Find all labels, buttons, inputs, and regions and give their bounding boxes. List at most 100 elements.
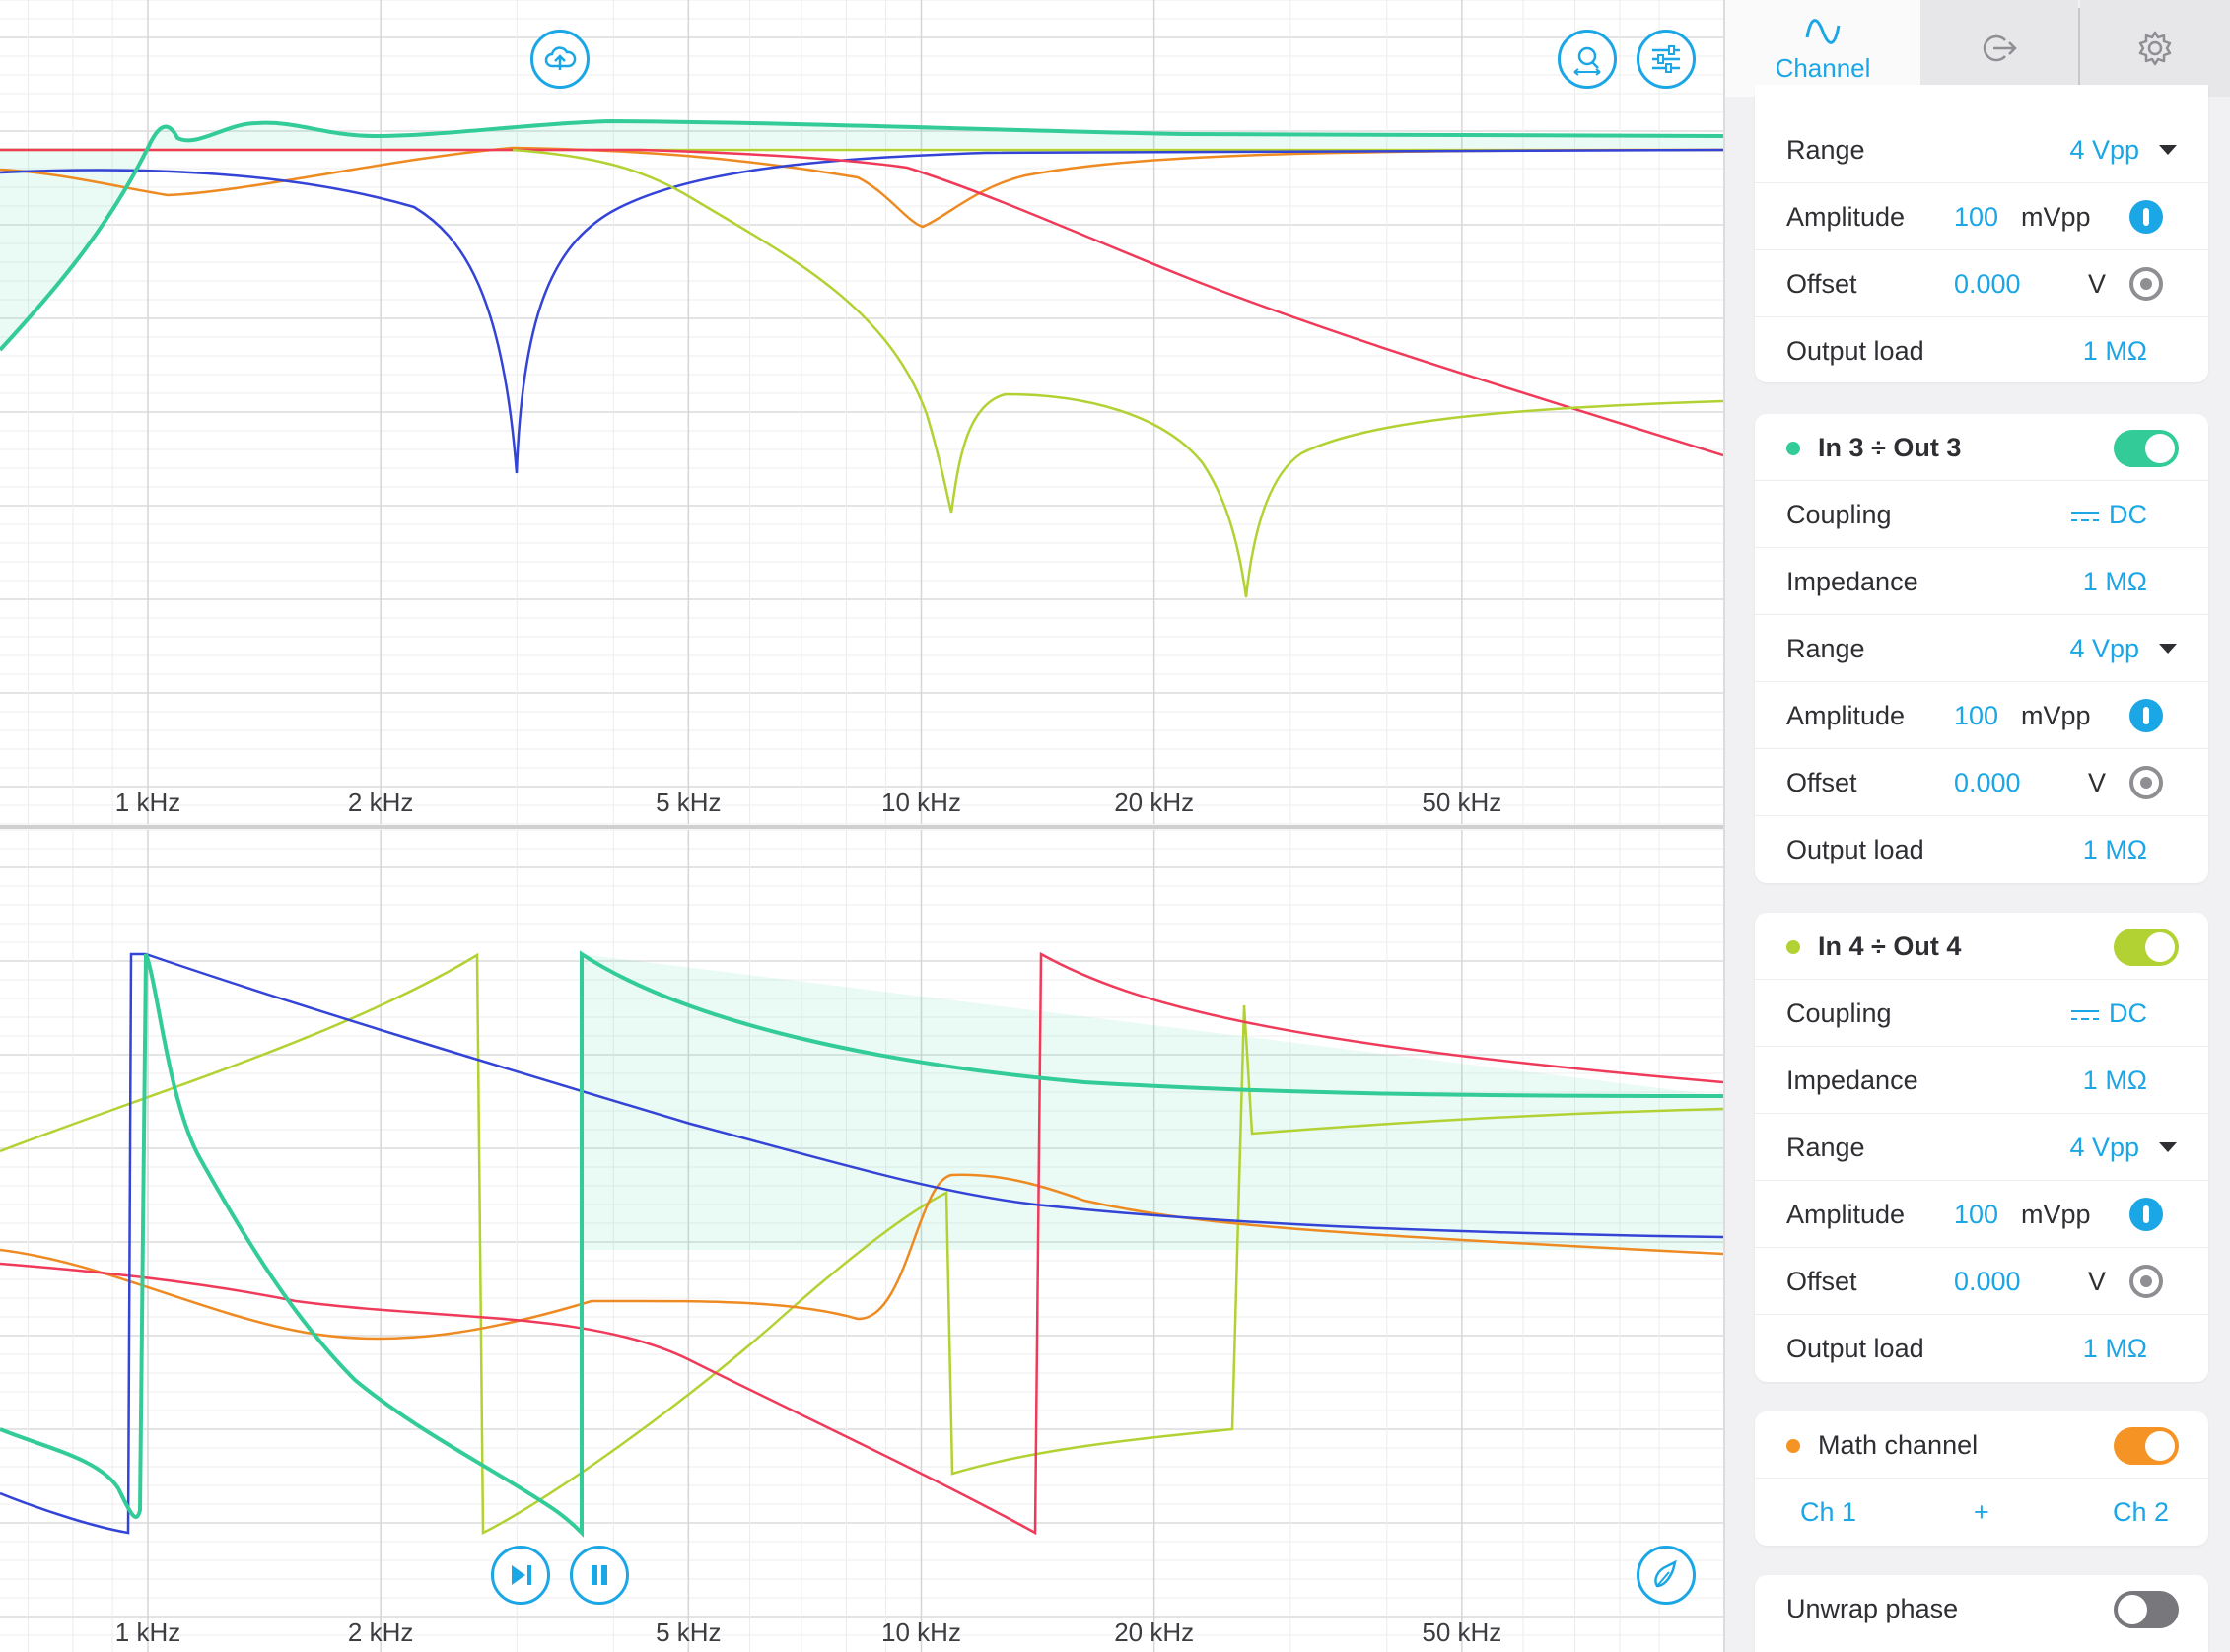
math-operand-2[interactable]: Ch 2 <box>2112 1497 2169 1527</box>
range-row[interactable]: Range 4 Vpp <box>1755 1114 2208 1181</box>
math-channel-toggle[interactable] <box>2114 1427 2179 1465</box>
amplitude-label: Amplitude <box>1786 202 1906 232</box>
range-row[interactable]: Range 4 Vpp <box>1755 615 2208 682</box>
offset-row: Offset 0.000 V <box>1755 1248 2208 1315</box>
amplitude-input[interactable]: 100 <box>1954 1200 1999 1229</box>
amplitude-knob-icon[interactable] <box>2129 200 2163 234</box>
offset-knob-icon[interactable] <box>2129 1265 2163 1298</box>
coupling-value[interactable]: DC <box>2109 500 2147 529</box>
range-value[interactable]: 4 Vpp <box>2069 634 2139 663</box>
range-label: Range <box>1786 1133 1865 1162</box>
channel-card-3: In 3 ÷ Out 3 Coupling DC Impedance 1 MΩ … <box>1755 414 2208 883</box>
tab-settings[interactable] <box>2080 0 2230 97</box>
upload-cloud-icon <box>544 46 577 70</box>
plot-canvas[interactable]: 1 kHz 2 kHz 5 kHz 10 kHz 20 kHz 50 kHz 1 kHz 2 … <box>0 0 1723 1652</box>
probe-button[interactable] <box>1637 1546 1696 1605</box>
sidebar-tabs: Channel <box>1725 0 2230 97</box>
coupling-row[interactable]: Coupling DC <box>1755 980 2208 1047</box>
math-channel-color-dot <box>1786 1439 1800 1453</box>
amplitude-label: Amplitude <box>1786 701 1906 730</box>
trace-channel3 <box>0 118 1723 352</box>
amplitude-unit: mVpp <box>2021 1200 2091 1229</box>
bottom-tick-label: 10 kHz <box>881 1618 961 1647</box>
bottom-tick-label: 1 kHz <box>115 1618 180 1647</box>
channel-4-color-dot <box>1786 940 1800 954</box>
trace-channel4 <box>512 148 1723 598</box>
bottom-tick-label: 2 kHz <box>348 1618 413 1647</box>
math-operator[interactable]: + <box>1974 1497 1989 1527</box>
amplitude-knob-icon[interactable] <box>2129 699 2163 732</box>
impedance-row[interactable]: Impedance 1 MΩ <box>1755 548 2208 615</box>
offset-row: Offset 0.000 V <box>1755 749 2208 816</box>
range-row[interactable]: Range 4 Vpp <box>1755 116 2208 183</box>
coupling-value[interactable]: DC <box>2109 998 2147 1028</box>
output-load-label: Output load <box>1786 835 1924 864</box>
math-channel-header: Math channel <box>1755 1411 2208 1479</box>
offset-knob-icon[interactable] <box>2129 267 2163 301</box>
channel-3-name: In 3 ÷ Out 3 <box>1818 433 1962 462</box>
output-load-row[interactable]: Output load 1 MΩ <box>1755 816 2208 883</box>
impedance-label: Impedance <box>1786 1066 1918 1095</box>
offset-unit: V <box>2088 269 2107 299</box>
output-load-value[interactable]: 1 MΩ <box>2082 835 2147 864</box>
impedance-label: Impedance <box>1786 567 1918 596</box>
zoom-button[interactable] <box>1558 30 1617 89</box>
channel-3-toggle[interactable] <box>2114 430 2179 467</box>
amplitude-unit: mVpp <box>2021 701 2091 730</box>
output-load-row[interactable]: Output load 1 MΩ <box>1755 1315 2208 1382</box>
zoom-icon <box>1573 46 1601 76</box>
play-step-icon <box>512 1565 531 1585</box>
offset-input[interactable]: 0.000 <box>1954 269 2021 299</box>
unwrap-phase-row: Unwrap phase <box>1755 1575 2208 1642</box>
settings-sliders-button[interactable] <box>1637 30 1696 89</box>
play-step-button[interactable] <box>491 1546 550 1605</box>
channel-4-header: In 4 ÷ Out 4 <box>1755 913 2208 980</box>
impedance-value[interactable]: 1 MΩ <box>2082 1066 2147 1095</box>
math-operand-1[interactable]: Ch 1 <box>1800 1497 1857 1527</box>
chevron-down-icon[interactable] <box>2159 644 2177 654</box>
output-load-value[interactable]: 1 MΩ <box>2082 1334 2147 1363</box>
tab-channel[interactable]: Channel <box>1725 0 1920 97</box>
upload-cloud-button[interactable] <box>530 30 590 89</box>
offset-input[interactable]: 0.000 <box>1954 768 2021 797</box>
coupling-row[interactable]: Coupling DC <box>1755 481 2208 548</box>
pause-button[interactable] <box>570 1546 629 1605</box>
unwrap-phase-label: Unwrap phase <box>1786 1594 1959 1623</box>
trace-channel2-b <box>0 952 1723 1535</box>
tab-export[interactable] <box>1920 0 2078 97</box>
dc-coupling-icon <box>2071 511 2099 521</box>
range-value[interactable]: 4 Vpp <box>2069 135 2139 165</box>
bottom-tick-label: 20 kHz <box>1114 1618 1194 1647</box>
amplitude-input[interactable]: 100 <box>1954 202 1999 232</box>
chevron-down-icon[interactable] <box>2159 145 2177 155</box>
sidebar: Channel Range 4 Vpp Amplitude 100 mVpp <box>1723 0 2230 1652</box>
bottom-tick-label: 5 kHz <box>656 1618 721 1647</box>
impedance-row[interactable]: Impedance 1 MΩ <box>1755 1047 2208 1114</box>
channel-4-toggle[interactable] <box>2114 929 2179 966</box>
offset-row: Offset 0.000 V <box>1755 250 2208 317</box>
output-load-row[interactable]: Output load 1 MΩ <box>1755 317 2208 382</box>
range-value[interactable]: 4 Vpp <box>2069 1133 2139 1162</box>
trace-channel1 <box>0 148 1723 457</box>
gear-icon <box>2138 31 2172 66</box>
trace-fill-channel3 <box>0 121 1723 350</box>
output-load-value[interactable]: 1 MΩ <box>2082 336 2147 366</box>
top-tick-label: 50 kHz <box>1422 788 1501 817</box>
channel-4-name: In 4 ÷ Out 4 <box>1818 931 1962 961</box>
top-tick-label: 5 kHz <box>656 788 721 817</box>
chevron-down-icon[interactable] <box>2159 1142 2177 1152</box>
unwrap-phase-toggle[interactable] <box>2114 1591 2179 1628</box>
offset-unit: V <box>2088 768 2107 797</box>
amplitude-unit: mVpp <box>2021 202 2091 232</box>
offset-unit: V <box>2088 1267 2107 1296</box>
amplitude-knob-icon[interactable] <box>2129 1198 2163 1231</box>
channel-3-color-dot <box>1786 442 1800 455</box>
offset-label: Offset <box>1786 768 1857 797</box>
impedance-value[interactable]: 1 MΩ <box>2082 567 2147 596</box>
amplitude-input[interactable]: 100 <box>1954 701 1999 730</box>
settings-sliders-icon <box>1652 45 1680 73</box>
plot-area[interactable]: 1 kHz 2 kHz 5 kHz 10 kHz 20 kHz 50 kHz 1 kHz 2 … <box>0 0 1723 1652</box>
offset-label: Offset <box>1786 1267 1857 1296</box>
offset-knob-icon[interactable] <box>2129 766 2163 799</box>
offset-input[interactable]: 0.000 <box>1954 1267 2021 1296</box>
